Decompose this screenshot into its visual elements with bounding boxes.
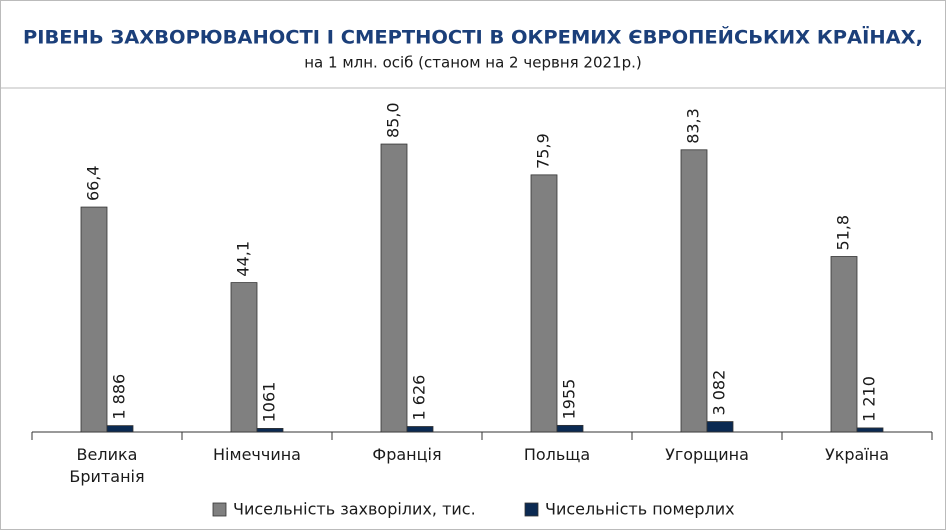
bar [706, 421, 734, 433]
x-tick-label: Німеччина [213, 445, 301, 464]
x-tick-label: Польща [523, 445, 591, 464]
value-label: 85,0 [384, 102, 403, 138]
bar [106, 425, 134, 433]
x-tick-label: Велика Британія [69, 445, 145, 486]
bar [406, 426, 434, 433]
legend-label: Чисельність померлих [545, 500, 735, 519]
bar [856, 427, 884, 433]
bar [230, 282, 258, 433]
value-label: 1 626 [410, 375, 429, 421]
legend-label: Чисельність захворілих, тис. [233, 500, 476, 519]
value-label: 1 210 [860, 376, 879, 422]
chart-subtitle: на 1 млн. осіб (станом на 2 червня 2021р… [304, 54, 641, 72]
bar [80, 206, 108, 433]
value-label: 51,8 [834, 215, 853, 251]
bar [830, 256, 858, 433]
value-label: 44,1 [234, 241, 253, 277]
value-label: 83,3 [684, 108, 703, 144]
x-tick-label: Угорщина [665, 445, 749, 464]
value-label: 3 082 [710, 370, 729, 416]
value-label: 1 886 [110, 374, 129, 420]
x-tick-label: Україна [824, 445, 890, 464]
chart-title: РІВЕНЬ ЗАХВОРЮВАНОСТІ І СМЕРТНОСТІ В ОКР… [23, 25, 923, 49]
legend-swatch [212, 502, 227, 517]
bar [556, 424, 584, 433]
value-label: 1955 [560, 379, 579, 420]
bar [256, 428, 284, 433]
legend-swatch [524, 502, 539, 517]
value-label: 75,9 [534, 133, 553, 169]
value-label: 66,4 [84, 165, 103, 201]
value-label: 1061 [260, 382, 279, 423]
bar [380, 143, 408, 433]
bar [530, 174, 558, 433]
bar [680, 149, 708, 433]
x-tick-label: Франція [372, 445, 442, 464]
